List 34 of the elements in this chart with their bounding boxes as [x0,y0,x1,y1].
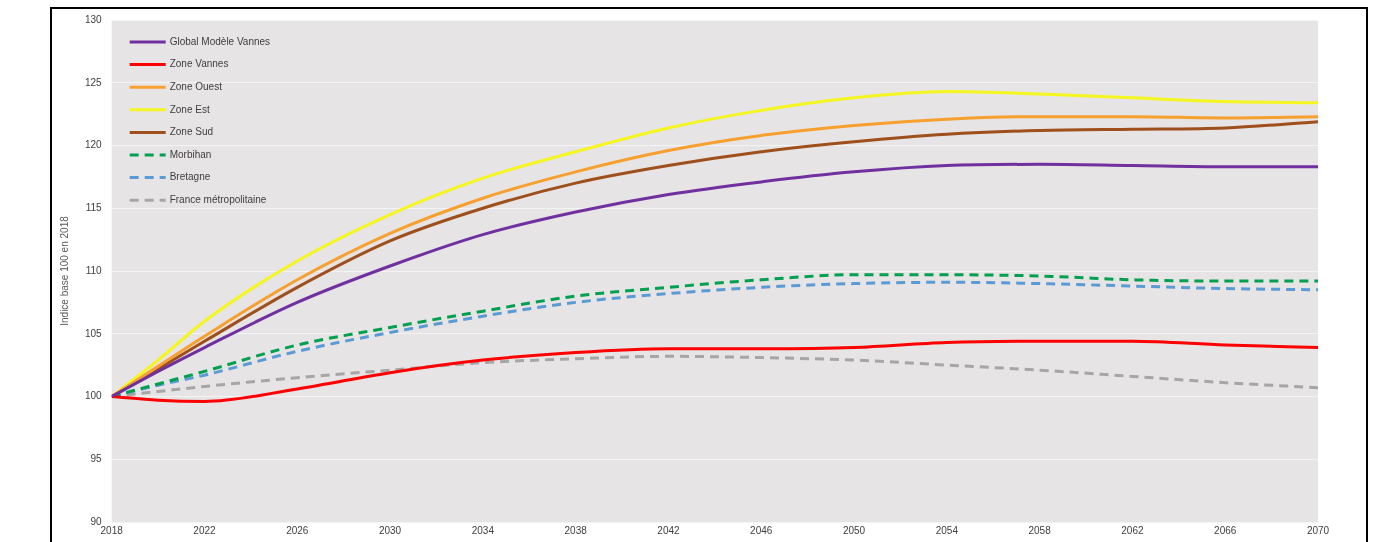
line-series [111,162,1318,398]
y-tick-label: 105 [85,327,103,339]
y-tick-label: 100 [85,390,103,402]
x-tick-label: 2070 [1306,524,1330,536]
y-tick-label: 130 [85,13,103,25]
x-tick-label: 2018 [100,524,124,536]
legend-label: Zone Sud [169,126,214,138]
x-tick-label: 2054 [935,524,959,536]
x-tick-label: 2034 [471,524,495,536]
x-tick-label: 2046 [750,524,773,536]
y-axis-title: Indice base 100 en 2018 [58,215,70,326]
y-tick-label: 120 [85,139,103,151]
x-tick-label: 2026 [286,524,309,536]
legend-label: France métropolitaine [169,193,267,205]
x-tick-label: 2050 [842,524,866,536]
y-tick-label: 90 [90,515,103,527]
y-tick-label: 110 [85,264,103,276]
legend-label: Zone Ouest [169,80,223,92]
legend-label: Morbihan [169,148,212,160]
x-tick-label: 2022 [193,524,217,536]
x-tick-label: 2030 [378,524,402,536]
y-tick-label: 95 [90,453,103,464]
x-tick-label: 2066 [1214,524,1237,536]
legend-label: Bretagne [169,171,211,183]
y-tick-label: 115 [85,202,103,213]
x-tick-label: 2042 [657,524,681,536]
legend-label: Zone Vannes [169,58,229,70]
x-tick-label: 2038 [564,524,588,536]
line-series [111,339,1318,404]
y-tick-label: 125 [85,76,103,88]
legend-label: Zone Est [169,103,210,115]
x-tick-label: 2058 [1028,524,1052,536]
x-tick-label: 2062 [1121,524,1144,536]
legend-label: Global Modèle Vannes [169,35,271,47]
